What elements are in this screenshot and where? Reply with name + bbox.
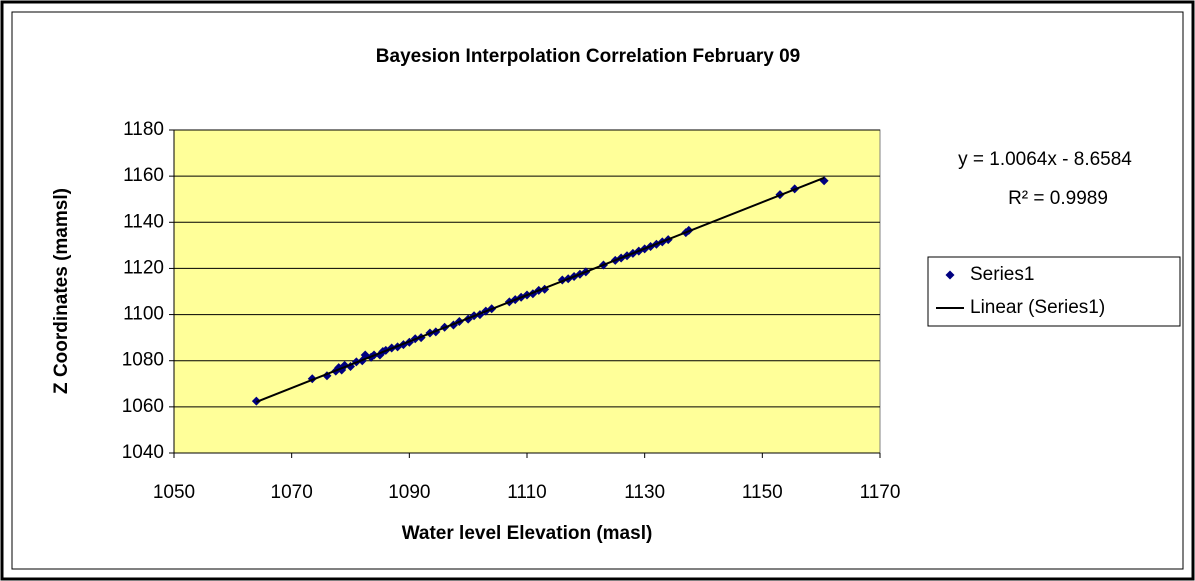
y-tick-label: 1160 (123, 165, 164, 186)
y-tick-label: 1100 (123, 304, 164, 325)
x-tick-label: 1090 (388, 482, 430, 503)
x-axis-title: Water level Elevation (masl) (402, 523, 653, 544)
y-tick-label: 1140 (123, 211, 164, 232)
r-squared: R² = 0.9989 (1008, 188, 1108, 209)
x-tick-label: 1170 (860, 482, 901, 503)
trend-line (255, 176, 825, 403)
legend-marker (945, 270, 955, 280)
y-tick-label: 1060 (122, 396, 164, 417)
legend-box (927, 256, 1181, 327)
legend-label: Series1 (970, 264, 1034, 285)
y-tick-label: 1120 (123, 257, 164, 278)
x-tick-label: 1070 (271, 482, 313, 503)
y-tick-label: 1080 (122, 350, 164, 371)
chart-title: Bayesion Interpolation Correlation Febru… (376, 46, 800, 67)
x-tick-label: 1150 (742, 482, 783, 503)
legend-label: Linear (Series1) (970, 297, 1105, 318)
y-tick-label: 1040 (122, 442, 164, 463)
y-axis-title: Z Coordinates (mamsl) (51, 188, 72, 394)
x-tick-label: 1130 (624, 482, 665, 503)
x-tick-label: 1110 (507, 482, 546, 503)
trend-equation: y = 1.0064x - 8.6584 (958, 149, 1132, 170)
x-tick-label: 1050 (153, 482, 195, 503)
y-tick-label: 1180 (123, 119, 164, 140)
